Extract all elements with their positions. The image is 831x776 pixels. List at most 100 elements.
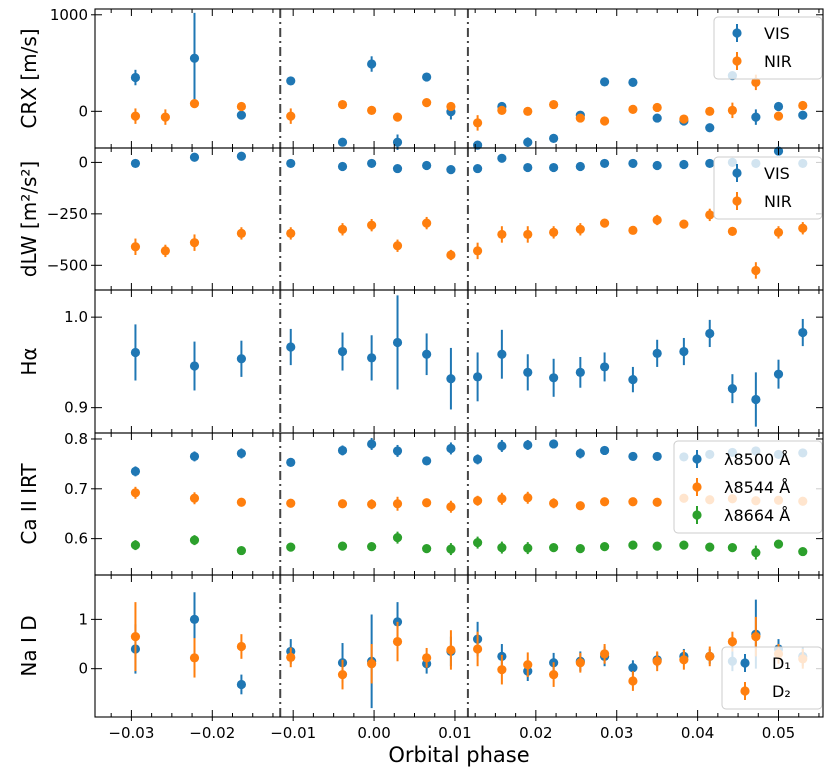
data-point — [189, 614, 200, 624]
legend-dlw: VIS NIR — [713, 156, 823, 220]
y-axis-label: Ca II IRT — [17, 463, 41, 545]
data-point — [798, 110, 808, 120]
data-point — [679, 159, 689, 170]
data-point — [652, 160, 662, 171]
data-point — [189, 535, 200, 545]
data-point — [751, 394, 761, 405]
data-point — [392, 112, 403, 122]
data-point — [679, 346, 689, 357]
data-point — [189, 152, 200, 162]
data-point — [337, 346, 348, 357]
data-point — [575, 367, 585, 377]
legend-box — [673, 440, 823, 534]
data-point — [727, 384, 738, 394]
data-point — [705, 542, 715, 552]
data-point — [189, 361, 200, 371]
data-point — [523, 106, 533, 116]
series-NIR — [130, 208, 808, 279]
data-point — [337, 137, 348, 147]
data-point — [751, 112, 761, 122]
data-point — [392, 533, 403, 543]
data-point — [130, 488, 141, 498]
legend-label: λ8500 Å — [724, 450, 790, 469]
panels-layer: 0 1000 CRX [m/s] VIS NIR 0 −250 −500 dLW [m²/s²]… — [17, 6, 824, 742]
legend-marker — [740, 658, 750, 668]
data-point — [798, 327, 808, 338]
data-point — [236, 679, 247, 690]
legend-marker — [692, 482, 702, 492]
data-point — [236, 354, 247, 364]
x-tick-label: 0.04 — [681, 724, 714, 742]
data-point — [773, 369, 784, 379]
data-point — [367, 659, 377, 669]
data-point — [523, 660, 533, 670]
data-point — [652, 348, 662, 358]
x-tick-label: 0.05 — [762, 724, 795, 742]
y-axis-label: Na I D — [17, 615, 41, 676]
y-axis-label: CRX [m/s] — [17, 28, 41, 128]
data-point — [392, 636, 403, 647]
data-point — [600, 649, 610, 659]
data-point — [473, 118, 483, 128]
data-point — [652, 102, 662, 113]
data-point — [367, 220, 377, 230]
data-point — [549, 227, 559, 237]
data-point — [727, 542, 738, 553]
data-point — [751, 77, 761, 87]
data-point — [575, 448, 585, 459]
data-point — [446, 443, 456, 454]
legend-marker — [732, 196, 742, 206]
x-ticks — [110, 433, 820, 575]
y-tick-label: −500 — [47, 256, 88, 274]
data-point — [773, 227, 784, 237]
data-point — [337, 669, 348, 680]
data-point — [422, 160, 432, 171]
data-point — [705, 158, 715, 169]
data-point — [446, 250, 456, 260]
series-D — [130, 602, 808, 691]
y-axis-label: Hα — [17, 347, 41, 375]
data-point — [652, 451, 662, 462]
legend-label: NIR — [764, 52, 792, 71]
data-point — [600, 362, 610, 372]
series-VIS — [130, 12, 808, 150]
legend-crx: VIS NIR — [713, 16, 823, 80]
data-point — [575, 161, 585, 172]
data-point — [367, 158, 377, 169]
data-point — [337, 499, 348, 509]
legend-label: D₁ — [772, 654, 791, 673]
data-point — [549, 542, 559, 553]
y-tick-label: 1.0 — [64, 308, 88, 326]
data-point — [422, 456, 432, 466]
data-point — [705, 106, 715, 116]
data-point — [523, 440, 533, 450]
data-point — [130, 72, 141, 83]
data-point — [628, 676, 638, 686]
data-point — [679, 655, 689, 665]
data-point — [286, 498, 296, 508]
data-point — [523, 162, 533, 173]
data-point — [628, 375, 638, 385]
legend-nai-d: D₁ D₂ — [721, 646, 823, 710]
data-point — [600, 497, 610, 507]
data-point — [130, 242, 141, 252]
x-tick-label: 0.03 — [600, 724, 633, 742]
data-point — [422, 543, 432, 554]
y-tick-label: 0 — [78, 102, 88, 120]
data-point — [446, 374, 456, 384]
data-point — [367, 59, 377, 69]
data-point — [549, 162, 559, 173]
y-tick-label: 1 — [78, 610, 88, 628]
y-tick-label: 0.7 — [64, 480, 88, 498]
data-point — [497, 665, 507, 675]
data-point — [337, 541, 348, 551]
data-point — [727, 226, 738, 236]
data-point — [798, 546, 808, 557]
data-point — [392, 241, 403, 251]
data-point — [523, 543, 533, 553]
data-point — [575, 543, 585, 554]
data-point — [337, 161, 348, 172]
data-point — [189, 238, 200, 248]
panel-crx: 0 1000 CRX [m/s] VIS NIR — [17, 6, 824, 150]
panel-ca-irt: 0.6 0.7 0.8 Ca II IRT λ8500 Å λ8544 Å λ8664 Å — [17, 430, 824, 576]
